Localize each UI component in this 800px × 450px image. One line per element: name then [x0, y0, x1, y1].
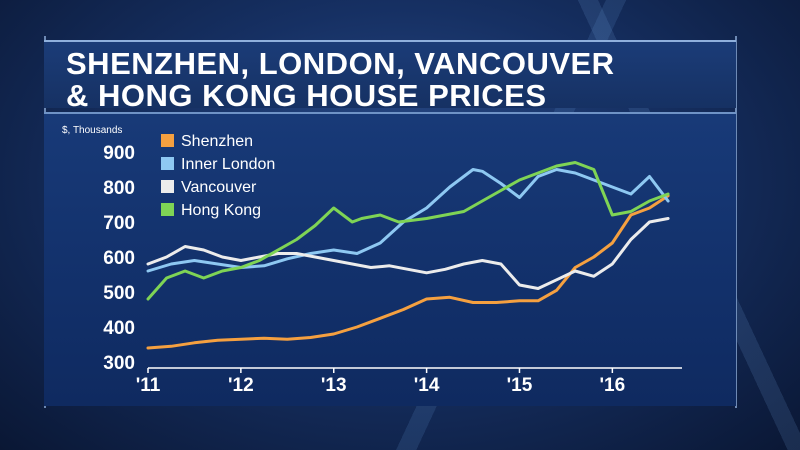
y-tick-label: 500 [103, 283, 135, 304]
legend-swatch-shenzhen [161, 134, 174, 147]
x-tick-label: '16 [600, 375, 626, 396]
y-tick-label: 600 [103, 248, 135, 269]
x-tick-label: '11 [136, 375, 161, 396]
legend-label-hong-kong: Hong Kong [181, 202, 261, 219]
legend-swatch-hong-kong [161, 203, 174, 216]
legend-swatch-inner-london [161, 157, 174, 170]
y-tick-label: 900 [103, 143, 135, 164]
legend-swatch-vancouver [161, 180, 174, 193]
y-tick-label: 400 [103, 318, 135, 339]
x-tick-label: '12 [228, 375, 254, 396]
legend-label-vancouver: Vancouver [181, 179, 257, 196]
y-tick-label: 300 [103, 353, 135, 374]
x-tick-label: '15 [507, 375, 533, 396]
series-line-hong-kong [146, 161, 670, 301]
y-tick-label: 800 [103, 178, 135, 199]
y-tick-label: 700 [103, 213, 135, 234]
x-tick-label: '14 [414, 375, 440, 396]
y-axis-label: $, Thousands [62, 125, 122, 136]
x-tick-label: '13 [321, 375, 347, 396]
legend-label-shenzhen: Shenzhen [181, 133, 253, 150]
series-line-shenzhen [146, 194, 670, 350]
frame-line-right [735, 36, 737, 408]
chart-title-line-1: SHENZHEN, LONDON, VANCOUVER [66, 46, 615, 81]
title-panel [44, 40, 736, 108]
series-line-vancouver [146, 217, 670, 290]
legend-label-inner-london: Inner London [181, 156, 275, 173]
chart-title-line-2: & HONG KONG HOUSE PRICES [66, 78, 547, 113]
